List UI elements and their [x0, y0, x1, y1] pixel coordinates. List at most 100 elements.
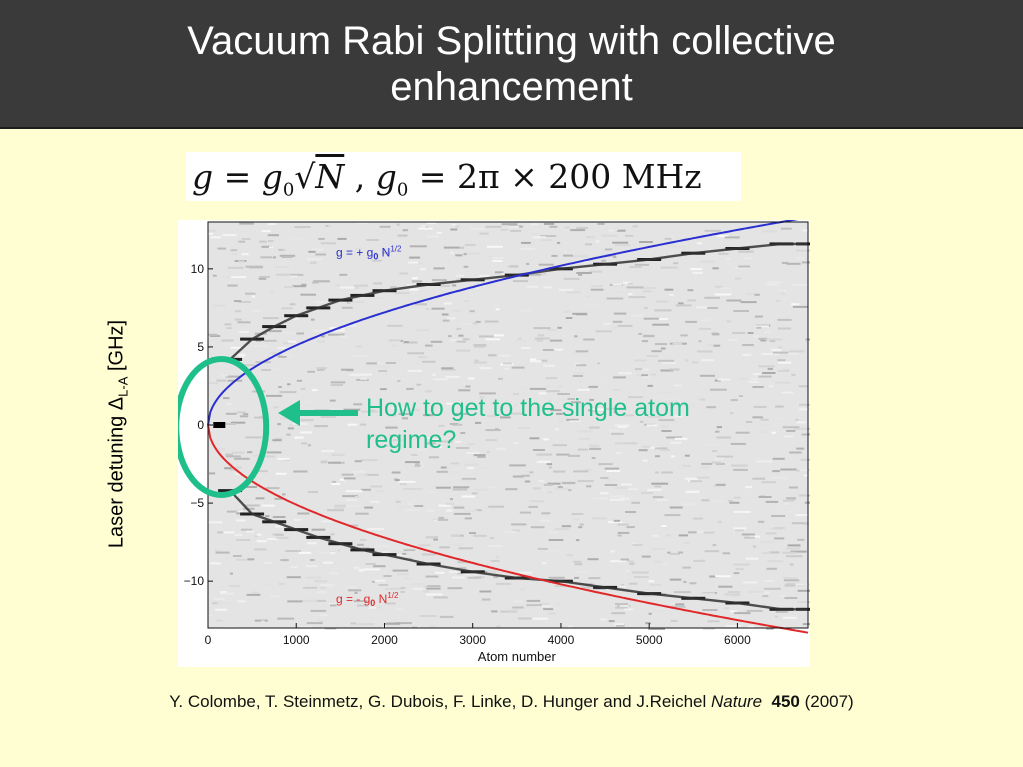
- noise-streak: [507, 609, 518, 612]
- noise-streak: [550, 409, 562, 412]
- noise-streak: [225, 423, 237, 425]
- noise-streak: [224, 323, 232, 326]
- noise-streak: [273, 406, 279, 409]
- noise-streak: [212, 304, 226, 307]
- noise-streak: [358, 623, 375, 626]
- noise-streak: [792, 283, 809, 286]
- noise-streak: [623, 608, 634, 611]
- noise-streak: [530, 223, 539, 226]
- noise-streak: [533, 327, 551, 330]
- noise-streak: [803, 474, 808, 477]
- noise-streak: [696, 242, 702, 245]
- noise-streak: [525, 262, 530, 265]
- noise-streak: [791, 522, 808, 525]
- noise-streak: [653, 560, 662, 563]
- noise-streak: [473, 344, 487, 347]
- noise-streak: [395, 500, 401, 503]
- noise-streak: [733, 527, 747, 530]
- noise-streak: [529, 360, 542, 363]
- noise-streak: [734, 612, 751, 615]
- noise-streak: [716, 426, 722, 429]
- noise-streak: [765, 338, 783, 341]
- noise-streak: [216, 619, 223, 622]
- noise-streak: [647, 488, 662, 491]
- noise-streak: [443, 246, 460, 249]
- noise-streak: [406, 499, 420, 502]
- noise-streak: [556, 453, 570, 456]
- noise-streak: [461, 495, 476, 498]
- noise-streak: [586, 236, 595, 239]
- noise-streak: [268, 330, 282, 333]
- noise-streak: [210, 236, 222, 239]
- noise-streak: [234, 473, 243, 475]
- noise-streak: [764, 331, 771, 334]
- noise-streak: [568, 489, 572, 492]
- noise-streak: [789, 615, 798, 617]
- noise-streak: [671, 455, 675, 458]
- noise-streak: [577, 448, 588, 451]
- chart: 0 1000 2000 3000 4000 5000 6000 10 5 0 −5 −10 Atom n…: [178, 220, 810, 664]
- noise-streak: [485, 439, 498, 442]
- noise-streak: [571, 401, 581, 404]
- noise-streak: [235, 519, 246, 522]
- noise-streak: [572, 312, 588, 315]
- noise-streak: [439, 546, 450, 549]
- noise-streak: [675, 304, 692, 307]
- noise-streak: [426, 587, 441, 590]
- noise-streak: [639, 241, 653, 243]
- noise-streak: [512, 600, 523, 603]
- noise-streak: [490, 560, 500, 562]
- noise-streak: [409, 256, 421, 259]
- noise-streak: [407, 408, 421, 411]
- noise-streak: [469, 310, 475, 313]
- noise-streak: [479, 590, 492, 593]
- noise-streak: [355, 287, 359, 289]
- noise-streak: [353, 403, 363, 406]
- noise-streak: [767, 367, 773, 370]
- noise-streak: [573, 470, 589, 473]
- noise-streak: [475, 509, 482, 512]
- noise-streak: [242, 413, 249, 416]
- noise-streak: [729, 501, 740, 504]
- noise-streak: [392, 475, 406, 478]
- noise-streak: [331, 483, 341, 485]
- noise-streak: [787, 352, 799, 355]
- noise-streak: [672, 266, 678, 269]
- noise-streak: [436, 231, 442, 234]
- noise-streak: [789, 563, 794, 566]
- noise-streak: [724, 236, 740, 239]
- noise-streak: [463, 265, 469, 268]
- noise-streak: [752, 416, 763, 419]
- noise-streak: [798, 385, 808, 388]
- noise-streak: [772, 351, 789, 354]
- noise-streak: [742, 344, 754, 346]
- noise-streak: [417, 487, 423, 490]
- noise-streak: [780, 468, 797, 471]
- noise-streak: [627, 560, 634, 563]
- noise-streak: [217, 247, 226, 250]
- noise-streak: [400, 591, 405, 593]
- noise-streak: [666, 402, 683, 405]
- curve-label-sup: 1/2: [390, 244, 402, 253]
- noise-streak: [795, 418, 799, 421]
- noise-streak: [802, 623, 810, 626]
- noise-streak: [399, 272, 408, 275]
- noise-streak: [677, 404, 695, 407]
- noise-streak: [616, 229, 626, 232]
- noise-streak: [306, 258, 322, 261]
- noise-streak: [601, 259, 606, 262]
- noise-streak: [760, 418, 769, 421]
- noise-streak: [452, 543, 465, 546]
- noise-streak: [479, 367, 492, 370]
- noise-streak: [354, 591, 358, 594]
- noise-streak: [571, 255, 588, 258]
- measured-branch-line: [229, 489, 808, 611]
- noise-streak: [526, 599, 541, 602]
- noise-streak: [406, 284, 418, 287]
- noise-streak: [333, 329, 345, 332]
- noise-streak: [585, 295, 591, 298]
- noise-streak: [404, 341, 409, 343]
- noise-streak: [654, 485, 662, 488]
- noise-streak: [281, 307, 293, 310]
- noise-streak: [642, 290, 652, 293]
